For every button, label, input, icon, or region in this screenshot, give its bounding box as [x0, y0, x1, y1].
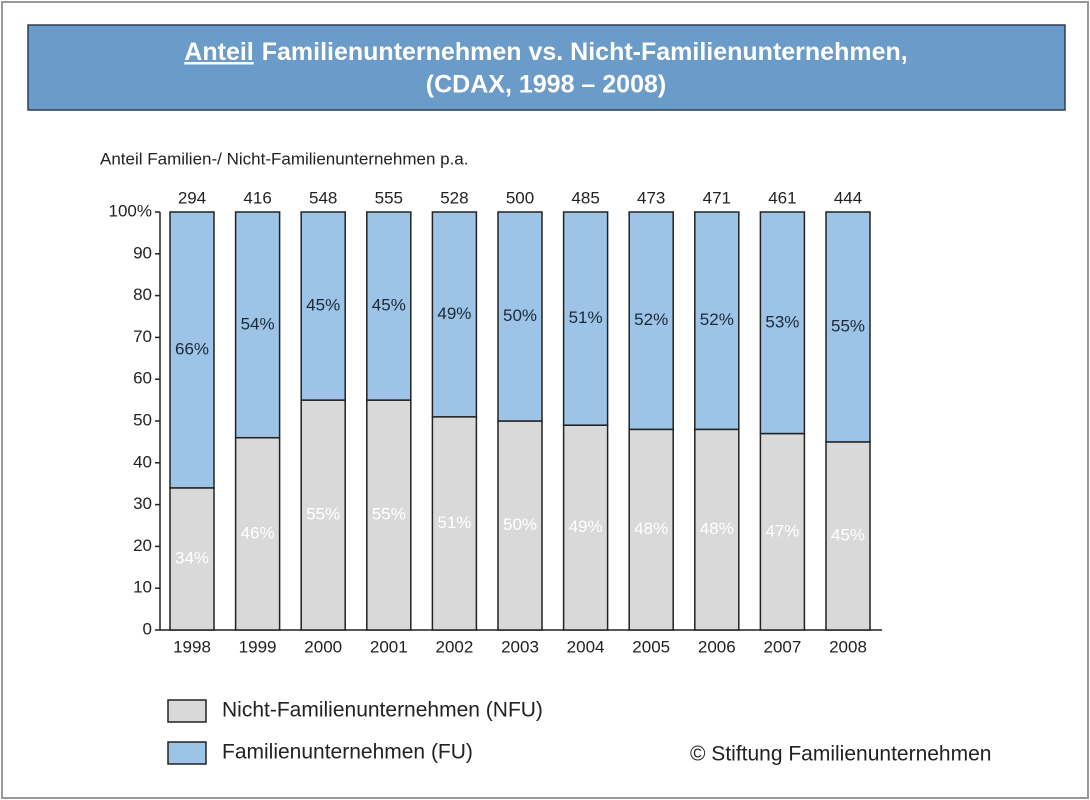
x-tick-label: 2004: [567, 637, 605, 656]
y-axis-label: Anteil Familien-/ Nicht-Familienunterneh…: [100, 149, 469, 168]
bar-segment: [694, 211, 740, 431]
y-tick-label: 30: [133, 494, 152, 513]
x-tick-label: 2000: [304, 637, 342, 656]
x-tick-label: 2002: [435, 637, 473, 656]
y-tick-label: 20: [133, 536, 152, 555]
y-tick-label: 90: [133, 243, 152, 262]
bar-segment: [300, 399, 346, 631]
total-label: 548: [309, 188, 337, 207]
title-box: [27, 24, 1066, 111]
bar-segment: [366, 399, 412, 631]
total-label: 500: [506, 188, 534, 207]
x-tick-label: 2008: [829, 637, 867, 656]
legend-swatch: [167, 699, 207, 723]
total-label: 461: [768, 188, 796, 207]
total-label: 444: [834, 188, 862, 207]
value-label: 50%: [503, 515, 537, 534]
value-label: 54%: [241, 314, 275, 333]
x-tick-label: 1999: [239, 637, 277, 656]
y-tick-label: 50: [133, 410, 152, 429]
value-label: 52%: [634, 310, 668, 329]
bar-segment: [759, 432, 806, 631]
value-label: 45%: [306, 296, 340, 315]
value-label: 47%: [765, 521, 799, 540]
value-label: 45%: [831, 525, 865, 544]
value-label: 46%: [241, 523, 275, 542]
total-label: 416: [243, 188, 271, 207]
legend-label: Familienunternehmen (FU): [222, 741, 473, 764]
chart-title: Anteil Familienunternehmen vs. Nicht-Fami…: [184, 38, 907, 66]
y-tick-label: 70: [133, 327, 152, 346]
value-label: 66%: [175, 339, 209, 358]
y-tick-label: 80: [133, 285, 152, 304]
bar-segment: [497, 211, 543, 422]
value-label: 55%: [372, 505, 406, 524]
chart-title-line2: (CDAX, 1998 – 2008): [426, 71, 666, 99]
y-tick-label: 60: [133, 369, 152, 388]
value-label: 53%: [765, 312, 799, 331]
bar-segment: [234, 436, 281, 631]
value-label: 51%: [569, 308, 603, 327]
x-tick-label: 2001: [370, 637, 408, 656]
bar-segment: [562, 424, 609, 631]
value-label: 45%: [372, 296, 406, 315]
x-tick-label: 2006: [698, 637, 736, 656]
x-tick-label: 1998: [173, 637, 211, 656]
bar-segment: [169, 211, 215, 489]
bar-segment: [628, 428, 674, 631]
bar-segment: [169, 487, 215, 631]
y-tick-label: 10: [133, 578, 152, 597]
total-label: 294: [178, 188, 206, 207]
x-tick-label: 2005: [632, 637, 670, 656]
bar-segment: [628, 211, 674, 431]
legend-label: Nicht-Familienunternehmen (NFU): [222, 699, 543, 722]
total-label: 485: [571, 188, 599, 207]
bar-segment: [431, 211, 478, 418]
value-label: 48%: [634, 519, 668, 538]
bar-segment: [300, 211, 346, 401]
title-emphasis: Anteil: [184, 38, 253, 66]
y-tick-label: 40: [133, 452, 152, 471]
bar-segment: [431, 416, 478, 631]
x-tick-label: 2003: [501, 637, 539, 656]
legend-swatch: [167, 741, 207, 765]
y-tick-label: 0: [143, 619, 152, 638]
bar-segment: [234, 211, 281, 439]
source: © Stiftung Familienunternehmen: [690, 743, 991, 766]
total-label: 471: [703, 188, 731, 207]
title-rest: Familienunternehmen vs. Nicht-Familienun…: [262, 38, 908, 66]
bar-segment: [825, 211, 871, 443]
value-label: 50%: [503, 306, 537, 325]
bar-segment: [825, 441, 871, 631]
value-label: 55%: [306, 505, 340, 524]
bar-segment: [562, 211, 609, 426]
value-label: 49%: [437, 304, 471, 323]
value-label: 48%: [700, 519, 734, 538]
total-label: 528: [440, 188, 468, 207]
value-label: 49%: [569, 517, 603, 536]
total-label: 473: [637, 188, 665, 207]
value-label: 52%: [700, 310, 734, 329]
value-label: 51%: [437, 513, 471, 532]
total-label: 555: [375, 188, 403, 207]
x-tick-label: 2007: [763, 637, 801, 656]
y-tick-label: 100%: [109, 201, 152, 220]
bar-segment: [366, 211, 412, 401]
value-label: 34%: [175, 548, 209, 567]
bar-segment: [497, 420, 543, 631]
value-label: 55%: [831, 316, 865, 335]
bar-segment: [694, 428, 740, 631]
bar-segment: [759, 211, 806, 435]
